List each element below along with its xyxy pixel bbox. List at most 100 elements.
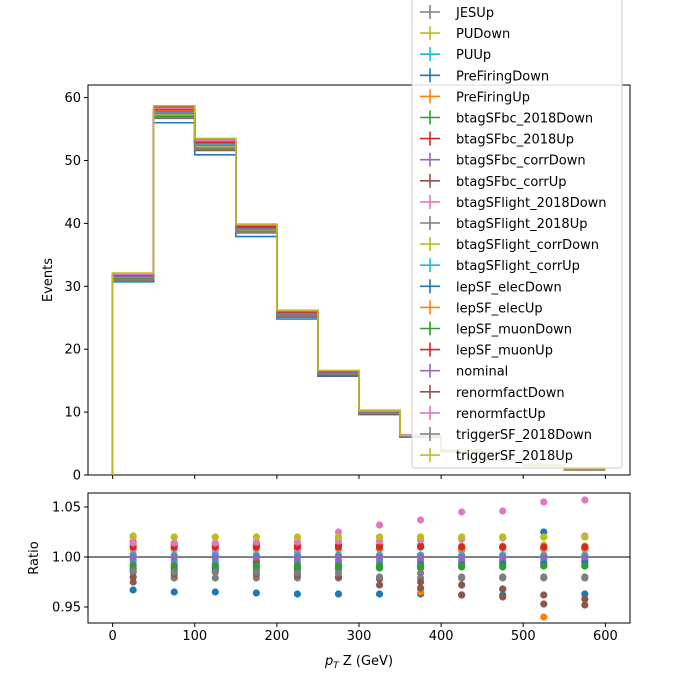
ratio-x-tick-label: 100 — [182, 629, 207, 644]
legend-label: btagSFbc_2018Up — [456, 133, 574, 148]
legend-entry: lepSF_muonDown — [420, 321, 572, 338]
ratio-points-group — [129, 496, 589, 621]
ratio-point — [129, 539, 137, 547]
ratio-point — [416, 543, 425, 551]
ratio-point — [334, 569, 343, 577]
legend-label: btagSFlight_corrUp — [456, 259, 580, 274]
legend: JESUp PUDown PUUp PreFiringDown PreFiringUp b… — [411, 0, 623, 469]
legend-label: btagSFbc_corrUp — [456, 175, 567, 190]
legend-entry: lepSF_elecUp — [420, 300, 543, 316]
ratio-point — [375, 562, 384, 570]
ratio-point — [334, 533, 343, 541]
ratio-x-tick-label: 400 — [429, 629, 454, 644]
legend-entry: PreFiringDown — [420, 68, 549, 84]
legend-label: PreFiringDown — [456, 69, 549, 84]
ratio-x-tick-label: 500 — [511, 629, 536, 644]
legend-entry: nominal — [420, 363, 508, 380]
ratio-point — [129, 532, 137, 540]
ratio-point — [252, 568, 260, 576]
ratio-y-tick-label: 1.05 — [52, 501, 81, 516]
ratio-x-tick-label: 600 — [593, 629, 618, 644]
ratio-point — [252, 533, 260, 541]
ratio-y-tick-label: 1.00 — [52, 551, 81, 566]
legend-box — [411, 0, 623, 469]
legend-entry: lepSF_muonUp — [420, 342, 553, 359]
ratio-point — [293, 590, 302, 598]
ratio-point — [170, 539, 178, 547]
ratio-point — [458, 591, 466, 599]
ratio-point — [458, 543, 466, 551]
legend-entry: triggerSF_2018Up — [420, 448, 573, 464]
main-y-tick-label: 40 — [64, 217, 81, 232]
ratio-point — [293, 553, 302, 561]
ratio-plot-panel: 0.95 1.00 1.05 0 100 200 300 400 500 600 Ratio p… — [27, 492, 631, 671]
ratio-point — [499, 562, 507, 570]
main-y-axis: 0 10 20 30 40 50 60 — [64, 91, 88, 484]
ratio-point — [540, 553, 548, 561]
ratio-point — [211, 588, 219, 596]
ratio-point — [334, 562, 343, 570]
ratio-point — [293, 538, 302, 546]
main-x-axis — [112, 475, 606, 479]
ratio-point — [416, 562, 425, 570]
ratio-point — [581, 543, 589, 551]
main-y-tick-label: 20 — [64, 343, 81, 358]
ratio-point — [375, 543, 384, 551]
ratio-point — [458, 553, 466, 561]
ratio-point — [170, 562, 178, 570]
ratio-point — [581, 553, 589, 561]
ratio-point — [581, 601, 589, 609]
legend-entries: JESUp PUDown PUUp PreFiringDown PreFiringUp b… — [420, 5, 607, 464]
ratio-point — [293, 562, 302, 570]
ratio-point — [540, 543, 548, 551]
ratio-point — [581, 562, 589, 570]
ratio-point — [499, 533, 507, 541]
ratio-x-tick-label: 300 — [347, 629, 372, 644]
main-y-tick-label: 0 — [73, 469, 81, 484]
legend-label: triggerSF_2018Up — [456, 449, 573, 464]
x-axis-label-subscript: T — [333, 661, 340, 671]
legend-entry: renormfactDown — [420, 384, 565, 401]
ratio-point — [170, 553, 178, 561]
ratio-point — [499, 573, 507, 581]
legend-label: lepSF_elecUp — [456, 301, 543, 316]
ratio-point — [581, 573, 589, 581]
legend-label: lepSF_muonUp — [456, 344, 553, 359]
legend-label: JESUp — [455, 6, 494, 21]
ratio-point — [252, 538, 260, 546]
legend-entry: PUDown — [420, 26, 510, 42]
ratio-point — [540, 528, 548, 536]
legend-label: btagSFlight_2018Down — [456, 196, 607, 211]
ratio-point — [458, 508, 466, 516]
legend-entry: JESUp — [420, 5, 494, 21]
ratio-point — [375, 581, 384, 589]
legend-label: renormfactDown — [456, 386, 565, 401]
legend-entry: PreFiringUp — [420, 89, 530, 105]
ratio-point — [581, 590, 589, 598]
ratio-point — [129, 578, 137, 586]
ratio-point — [540, 498, 548, 506]
ratio-point — [499, 543, 507, 551]
legend-label: nominal — [456, 365, 508, 380]
x-axis-label: pT Z (GeV) — [324, 654, 393, 671]
legend-entry: btagSFbc_2018Down — [420, 110, 593, 127]
ratio-point — [211, 568, 219, 576]
ratio-point — [416, 578, 425, 586]
ratio-point — [375, 573, 384, 581]
ratio-point — [540, 533, 548, 541]
ratio-point — [416, 553, 425, 561]
ratio-point — [416, 533, 425, 541]
legend-entry: triggerSF_2018Down — [420, 427, 592, 443]
ratio-point — [211, 539, 219, 547]
ratio-x-tick-label: 200 — [264, 629, 289, 644]
legend-entry: btagSFlight_2018Up — [420, 216, 587, 232]
ratio-point — [458, 573, 466, 581]
ratio-point — [334, 553, 343, 561]
main-y-tick-label: 30 — [64, 280, 81, 295]
ratio-point — [211, 533, 219, 541]
main-y-tick-label: 60 — [64, 91, 81, 106]
ratio-point — [252, 589, 260, 597]
ratio-point — [375, 553, 384, 561]
ratio-point — [458, 533, 466, 541]
